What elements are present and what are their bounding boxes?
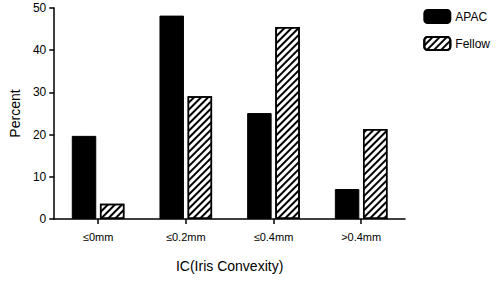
svg-text:APAC: APAC [455, 10, 487, 24]
svg-text:50: 50 [33, 1, 47, 15]
svg-text:Fellow: Fellow [455, 37, 490, 51]
svg-text:>0.4mm: >0.4mm [341, 231, 381, 243]
svg-text:≤0.2mm: ≤0.2mm [166, 231, 206, 243]
svg-text:0: 0 [40, 212, 47, 226]
svg-text:10: 10 [33, 170, 47, 184]
svg-text:Percent: Percent [7, 89, 23, 137]
svg-text:40: 40 [33, 43, 47, 57]
svg-text:20: 20 [33, 128, 47, 142]
svg-text:≤0.4mm: ≤0.4mm [254, 231, 294, 243]
svg-text:30: 30 [33, 85, 47, 99]
svg-text:IC(Iris Convexity): IC(Iris Convexity) [176, 258, 283, 274]
svg-text:≤0mm: ≤0mm [83, 231, 113, 243]
